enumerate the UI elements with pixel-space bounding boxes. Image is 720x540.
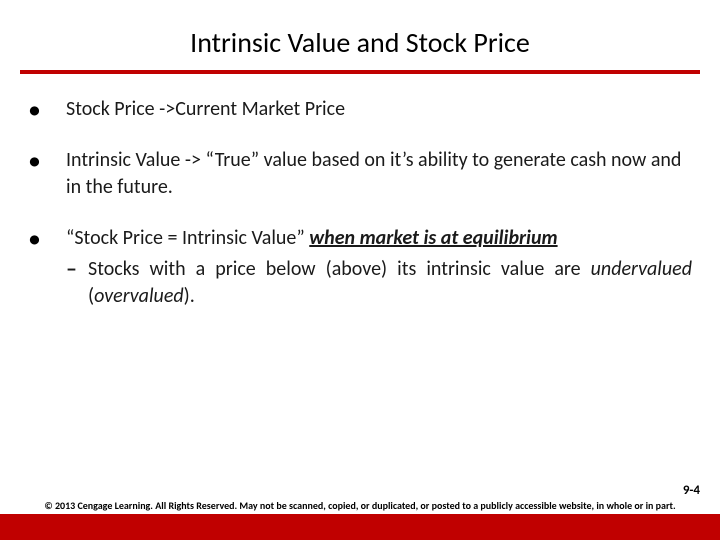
bullet-marker: • <box>28 147 66 173</box>
sub-end: ). <box>184 284 195 308</box>
sub-ital2: overvalued <box>94 284 184 308</box>
title-divider <box>20 70 700 74</box>
bullet-marker: • <box>28 96 66 122</box>
bullet-item-3: • “Stock Price = Intrinsic Value” when m… <box>28 225 692 310</box>
dash-marker: – <box>66 256 88 282</box>
slide: Intrinsic Value and Stock Price • Stock … <box>0 0 720 540</box>
bullet-item-1: • Stock Price ->Current Market Price <box>28 96 692 123</box>
bullet3-emph: when market is at equilibrium <box>309 226 557 250</box>
sub-bullet-text: Stocks with a price below (above) its in… <box>88 256 692 310</box>
bullet3-lead: “Stock Price = Intrinsic Value” <box>66 226 309 250</box>
bullet-text: Stock Price ->Current Market Price <box>66 96 345 123</box>
bullet-text: “Stock Price = Intrinsic Value” when mar… <box>66 225 692 310</box>
bullet-item-2: • Intrinsic Value -> “True” value based … <box>28 147 692 201</box>
sub-a: Stocks with a price below (above) its in… <box>88 257 591 281</box>
sub-bullet: – Stocks with a price below (above) its … <box>66 256 692 310</box>
slide-title: Intrinsic Value and Stock Price <box>20 25 700 60</box>
footer-bar <box>0 514 720 540</box>
copyright-text: © 2013 Cengage Learning. All Rights Rese… <box>0 499 720 512</box>
sub-ital1: undervalued <box>591 257 692 281</box>
bullet-marker: • <box>28 225 66 251</box>
page-number: 9-4 <box>683 483 700 498</box>
content-area: • Stock Price ->Current Market Price • I… <box>20 96 700 310</box>
bullet-text: Intrinsic Value -> “True” value based on… <box>66 147 692 201</box>
